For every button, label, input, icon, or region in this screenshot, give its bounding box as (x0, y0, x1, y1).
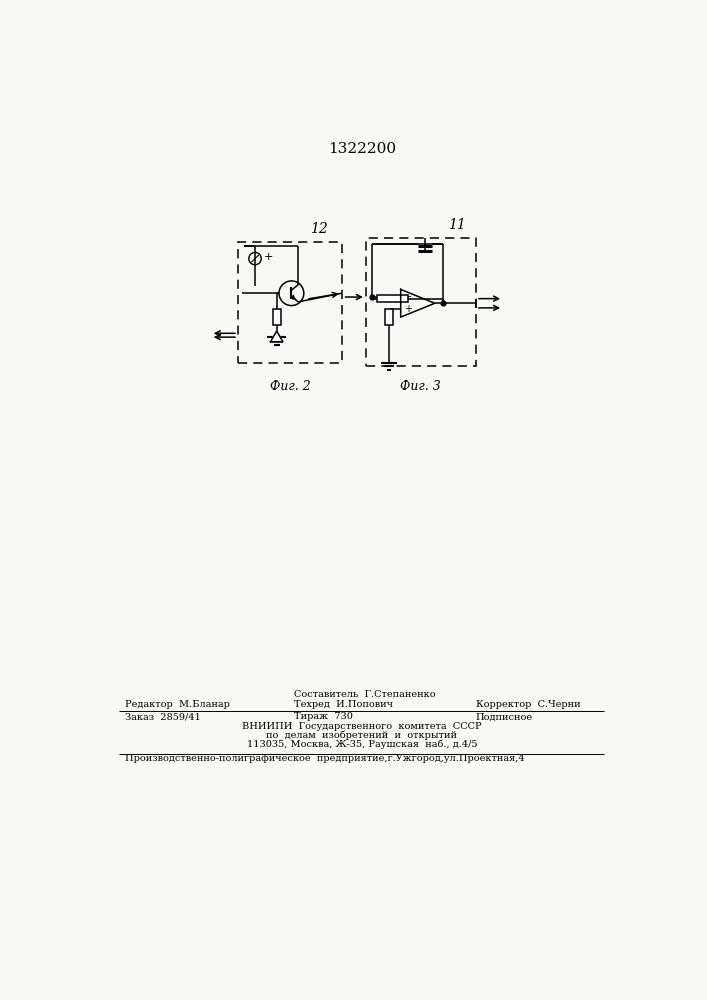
Text: +: + (404, 304, 411, 314)
Text: 1322200: 1322200 (328, 142, 396, 156)
Text: Подписное: Подписное (476, 712, 533, 721)
Bar (378, 295, 409, 302)
Text: по  делам  изобретений  и  открытий: по делам изобретений и открытий (267, 730, 457, 740)
Text: Производственно-полиграфическое  предприятие,г.Ужгород,ул.Проектная,4: Производственно-полиграфическое предприя… (125, 754, 525, 763)
Text: 113035, Москва, Ж-35, Раушская  наб., д.4/5: 113035, Москва, Ж-35, Раушская наб., д.4… (247, 740, 477, 749)
Text: 11: 11 (448, 218, 465, 232)
Text: 12: 12 (310, 222, 327, 236)
Bar (238, 242, 341, 363)
Polygon shape (271, 331, 283, 342)
Text: ВНИИПИ  Государственного  комитета  СССР: ВНИИПИ Государственного комитета СССР (242, 722, 481, 731)
Text: Корректор  С.Черни: Корректор С.Черни (476, 700, 580, 709)
Text: Тираж  730: Тираж 730 (293, 712, 353, 721)
Text: Техред  И.Попович: Техред И.Попович (293, 700, 393, 709)
Bar (385, 309, 393, 325)
Text: Фиг. 3: Фиг. 3 (400, 380, 441, 393)
Text: Заказ  2859/41: Заказ 2859/41 (125, 712, 201, 721)
Text: Составитель  Г.Степаненко: Составитель Г.Степаненко (293, 690, 436, 699)
Text: Редактор  М.Бланар: Редактор М.Бланар (125, 700, 230, 709)
Text: +: + (264, 252, 273, 262)
Text: −: − (404, 292, 412, 302)
Text: Фиг. 2: Фиг. 2 (269, 380, 310, 393)
Bar (273, 309, 281, 325)
Bar (366, 238, 476, 366)
